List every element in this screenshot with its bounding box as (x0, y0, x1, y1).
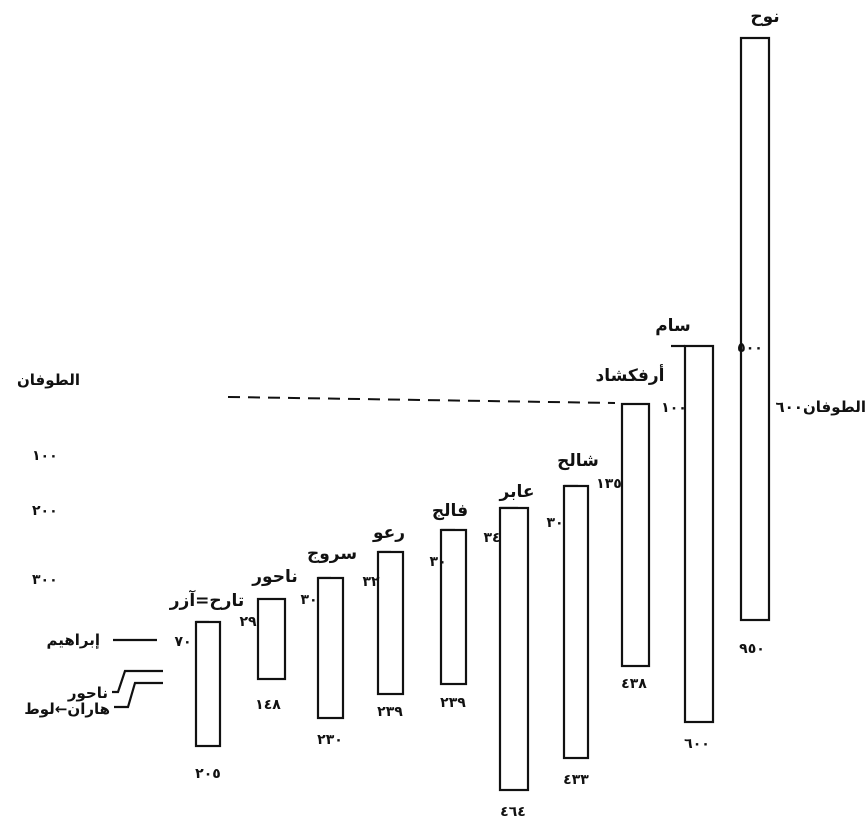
noah-age-500: ٥٠٠ (737, 340, 763, 356)
shelah-bar (562, 484, 590, 760)
serug-name: سروج (307, 544, 357, 564)
haran-branch-line (114, 681, 163, 709)
noah-lifespan: ٩٥٠ (739, 641, 765, 657)
peleg-lifespan: ٢٣٩ (440, 695, 466, 711)
arphaxad-bar (620, 402, 651, 668)
nahor-bar (256, 597, 287, 681)
nahor-birth-label: ٣٠ (300, 592, 317, 608)
shem-birth-label: ١٠٠ (661, 400, 687, 416)
shelah-name: شالح (557, 451, 599, 471)
eber-lifespan: ٤٦٤ (500, 804, 526, 820)
abraham-label: إبراهيم (46, 631, 100, 649)
serug-birth-label: ٣٢ (362, 574, 380, 590)
peleg-bar (439, 528, 468, 686)
terah-birth-label: ٢٩ (239, 614, 257, 630)
eber-birth-label: ٣٠ (546, 515, 563, 531)
peleg-name: فالج (432, 501, 468, 521)
serug-bar (316, 576, 345, 720)
flood-label-right: الطوفان٦٠٠ (775, 398, 866, 416)
shelah-lifespan: ٤٣٣ (563, 772, 589, 788)
eber-name: عابر (499, 482, 535, 502)
reu-birth-label: ٣٠ (429, 554, 446, 570)
noah-bar (739, 36, 771, 622)
terah-name: تارح=آزر (169, 589, 244, 611)
serug-lifespan: ٢٣٠ (317, 732, 343, 748)
flood-label-left: الطوفان (17, 371, 80, 389)
terah-lifespan: ٢٠٥ (195, 766, 221, 782)
shem-bar (683, 344, 715, 724)
reu-name: رعو (372, 523, 405, 543)
terah-age-70: ٧٠ (174, 634, 191, 650)
shem-name: سام (655, 316, 691, 336)
scale-tick-100: ١٠٠ (32, 448, 58, 464)
eber-bar (498, 506, 530, 792)
shelah-birth-label: ١٣٥ (596, 476, 622, 492)
nahor-lifespan: ١٤٨ (255, 697, 281, 713)
peleg-birth-label: ٣٤ (483, 530, 500, 546)
reu-lifespan: ٢٣٩ (377, 704, 403, 720)
terah-bar (194, 620, 222, 748)
scale-tick-200: ٢٠٠ (32, 503, 58, 519)
nahor-label: ناحور (67, 684, 108, 702)
flood-dashed-line (227, 396, 616, 404)
arphaxad-name: أرفكشاد (595, 364, 664, 386)
reu-bar (376, 550, 405, 696)
shem-lifespan: ٦٠٠ (684, 736, 710, 752)
scale-tick-300: ٣٠٠ (32, 572, 58, 588)
haran-lot-label: هاران←لوط (24, 700, 110, 718)
nahor-branch-line (112, 669, 163, 694)
arphaxad-lifespan: ٤٣٨ (621, 676, 647, 692)
nahor-name: ناحور (251, 567, 297, 587)
noah-name: نوح (750, 7, 779, 27)
